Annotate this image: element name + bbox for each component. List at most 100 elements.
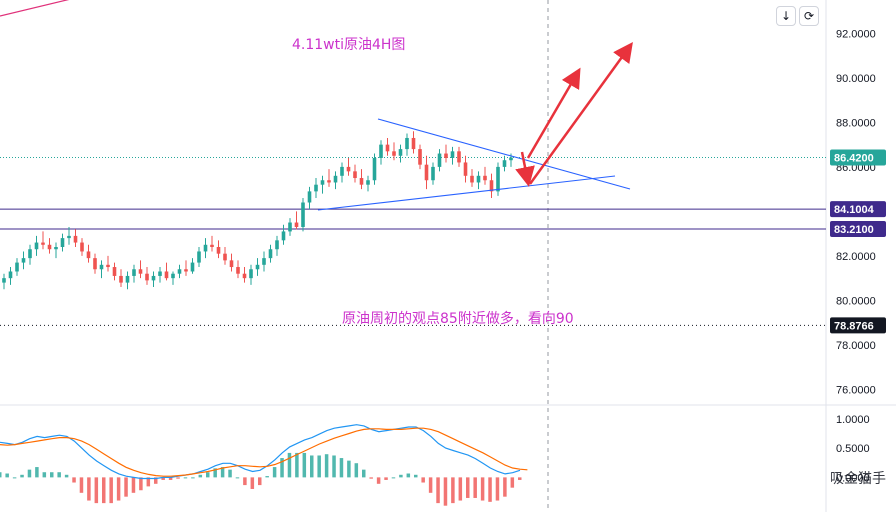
oscillator-histogram-bar bbox=[332, 455, 336, 478]
candle-body bbox=[145, 273, 149, 281]
oscillator-tick-label: 0.0000 bbox=[836, 472, 870, 484]
arrow-up-2 bbox=[528, 41, 633, 185]
oscillator-histogram-bar bbox=[354, 463, 359, 478]
oscillator-histogram-bar bbox=[317, 455, 321, 478]
candle-body bbox=[359, 178, 364, 185]
oscillator-histogram-bar bbox=[213, 468, 217, 478]
candle-body bbox=[125, 275, 130, 283]
candle-body bbox=[418, 149, 422, 165]
arrow-down-icon[interactable]: ↓ bbox=[776, 6, 796, 26]
candle-body bbox=[54, 247, 58, 250]
candle-body bbox=[223, 253, 227, 261]
oscillator-histogram-bar bbox=[421, 477, 425, 483]
candle-body bbox=[450, 151, 455, 158]
oscillator-histogram-bar bbox=[139, 477, 143, 491]
candle-body bbox=[67, 235, 71, 239]
oscillator-histogram-bar bbox=[102, 477, 106, 504]
candle-body bbox=[236, 267, 240, 274]
oscillator-histogram-bar bbox=[161, 477, 165, 480]
oscillator-histogram-bar bbox=[131, 477, 136, 493]
candle-body bbox=[489, 180, 494, 192]
candle-body bbox=[132, 269, 136, 276]
price-label-text: 83.2100 bbox=[834, 224, 874, 236]
oscillator-histogram-bar bbox=[518, 477, 522, 480]
candle-body bbox=[190, 262, 195, 272]
candle-body bbox=[216, 247, 221, 254]
oscillator-histogram-bar bbox=[183, 477, 188, 479]
candle-body bbox=[275, 240, 279, 250]
oscillator-histogram-bar bbox=[443, 477, 448, 506]
arrow-up-1 bbox=[526, 67, 581, 159]
oscillator-histogram-bar bbox=[510, 477, 515, 488]
oscillator-histogram-bar bbox=[116, 477, 121, 501]
oscillator-histogram-bar bbox=[27, 469, 32, 478]
refresh-icon[interactable]: ⟳ bbox=[799, 6, 819, 26]
oscillator-histogram-bar bbox=[250, 477, 255, 489]
oscillator-histogram-bar bbox=[42, 472, 47, 478]
trend-line bbox=[0, 0, 70, 17]
candle-body bbox=[106, 264, 110, 268]
candle-body bbox=[411, 137, 416, 150]
candle-body bbox=[288, 222, 292, 232]
candle-body bbox=[158, 271, 162, 276]
oscillator-histogram-bar bbox=[280, 458, 284, 478]
oscillator-histogram-bar bbox=[265, 476, 269, 478]
oscillator-histogram-bar bbox=[94, 477, 99, 504]
oscillator-histogram-bar bbox=[295, 452, 299, 478]
oscillator-histogram-bar bbox=[79, 477, 84, 493]
oscillator-histogram-bar bbox=[154, 477, 158, 484]
candle-body bbox=[8, 271, 13, 279]
price-label-bg bbox=[830, 201, 886, 218]
oscillator-histogram-bar bbox=[414, 474, 418, 478]
oscillator-tick-label: 0.5000 bbox=[836, 443, 870, 455]
oscillator-histogram-bar bbox=[64, 474, 69, 478]
price-tick-label: 82.0000 bbox=[836, 251, 876, 263]
oscillator-histogram-bar bbox=[198, 474, 203, 478]
oscillator-histogram-bar bbox=[406, 473, 411, 478]
oscillator-histogram-bar bbox=[258, 477, 262, 486]
candle-body bbox=[307, 191, 312, 203]
price-label-bg bbox=[830, 149, 886, 166]
oscillator-histogram-bar bbox=[466, 477, 470, 498]
oscillator-histogram-bar bbox=[0, 472, 2, 478]
candle-body bbox=[301, 202, 305, 227]
oscillator-histogram-bar bbox=[124, 477, 128, 497]
oscillator-histogram-bar bbox=[376, 477, 381, 484]
oscillator-histogram-bar bbox=[176, 477, 180, 479]
oscillator-tick-label: 1.0000 bbox=[836, 414, 870, 426]
candle-body bbox=[210, 244, 214, 248]
oscillator-histogram-bar bbox=[50, 472, 54, 478]
price-label-bg bbox=[830, 317, 886, 334]
candle-body bbox=[502, 160, 507, 167]
candle-body bbox=[327, 180, 331, 183]
oscillator-histogram-bar bbox=[391, 477, 396, 479]
candle-body bbox=[93, 258, 97, 270]
oscillator-histogram-bar bbox=[503, 477, 507, 497]
candle-body bbox=[112, 267, 117, 276]
candle-body bbox=[47, 244, 52, 250]
candle-body bbox=[470, 175, 474, 183]
oscillator-histogram-bar bbox=[287, 452, 292, 478]
triangle-upper-line bbox=[377, 118, 631, 190]
oscillator-histogram-bar bbox=[235, 477, 240, 479]
candle-body bbox=[268, 249, 273, 259]
oscillator-histogram-bar bbox=[220, 467, 225, 478]
candle-body bbox=[34, 242, 39, 250]
candle-body bbox=[242, 273, 247, 279]
oscillator-histogram-bar bbox=[109, 477, 113, 504]
candle-body bbox=[385, 144, 390, 152]
candle-body bbox=[41, 242, 45, 245]
oscillator-histogram-bar bbox=[168, 477, 173, 480]
candle-body bbox=[138, 269, 143, 274]
chart-annotation: 原油周初的观点85附近做多，看向90 bbox=[342, 310, 574, 327]
candle-body bbox=[203, 244, 208, 252]
price-tick-label: 76.0000 bbox=[836, 384, 876, 396]
oscillator-histogram-bar bbox=[458, 477, 463, 501]
price-tick-label: 90.0000 bbox=[836, 73, 876, 85]
candle-body bbox=[249, 269, 253, 279]
oscillator-histogram-bar bbox=[399, 474, 403, 478]
oscillator-histogram-bar bbox=[206, 472, 210, 478]
oscillator-histogram-bar bbox=[369, 477, 373, 479]
oscillator-histogram-bar bbox=[362, 469, 366, 478]
oscillator-fast-line bbox=[0, 424, 521, 480]
